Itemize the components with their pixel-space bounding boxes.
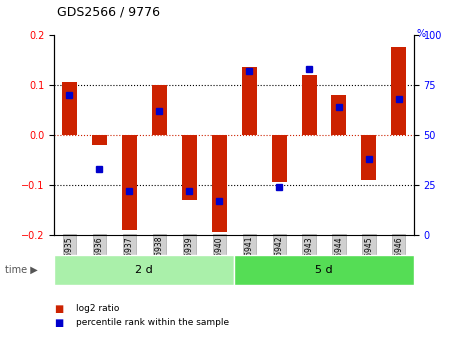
Text: GDS2566 / 9776: GDS2566 / 9776 bbox=[57, 5, 160, 18]
Text: %: % bbox=[416, 29, 425, 39]
Bar bbox=[391, 47, 406, 135]
Text: ■: ■ bbox=[54, 318, 64, 327]
Bar bbox=[211, 135, 227, 232]
Text: log2 ratio: log2 ratio bbox=[76, 304, 119, 313]
Bar bbox=[62, 82, 77, 135]
Bar bbox=[272, 135, 287, 182]
Bar bbox=[242, 67, 256, 135]
Text: 5 d: 5 d bbox=[315, 265, 333, 275]
Bar bbox=[361, 135, 377, 179]
Bar bbox=[332, 95, 346, 135]
Bar bbox=[152, 85, 166, 135]
Bar bbox=[302, 75, 316, 135]
Bar bbox=[122, 135, 137, 230]
Bar bbox=[92, 135, 107, 145]
Bar bbox=[182, 135, 197, 199]
Text: 2 d: 2 d bbox=[135, 265, 153, 275]
Text: time ▶: time ▶ bbox=[5, 265, 37, 275]
Text: percentile rank within the sample: percentile rank within the sample bbox=[76, 318, 229, 327]
Text: ■: ■ bbox=[54, 304, 64, 314]
